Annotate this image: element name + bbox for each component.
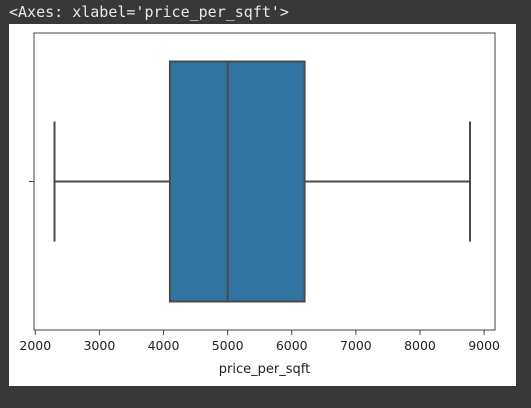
x-tick-label-8000: 8000 (404, 338, 436, 353)
x-tick-label-4000: 4000 (148, 338, 180, 353)
x-tick-label-6000: 6000 (276, 338, 308, 353)
boxplot-chart: 2000 3000 4000 5000 6000 7000 8000 9000 price_p… (19, 32, 500, 377)
x-tick-label-3000: 3000 (83, 338, 115, 353)
x-tick-label-7000: 7000 (340, 338, 372, 353)
axes-frame (33, 32, 496, 331)
axes-output-text: <Axes: xlabel='price_per_sqft'> (9, 3, 289, 21)
x-axis-label: price_per_sqft (219, 362, 310, 377)
chart-figure: 2000 3000 4000 5000 6000 7000 8000 9000 price_p… (9, 24, 516, 386)
x-tick-label-9000: 9000 (468, 338, 500, 353)
iqr-box (168, 60, 306, 303)
x-tick-label-5000: 5000 (212, 338, 244, 353)
x-tick-label-2000: 2000 (19, 338, 51, 353)
